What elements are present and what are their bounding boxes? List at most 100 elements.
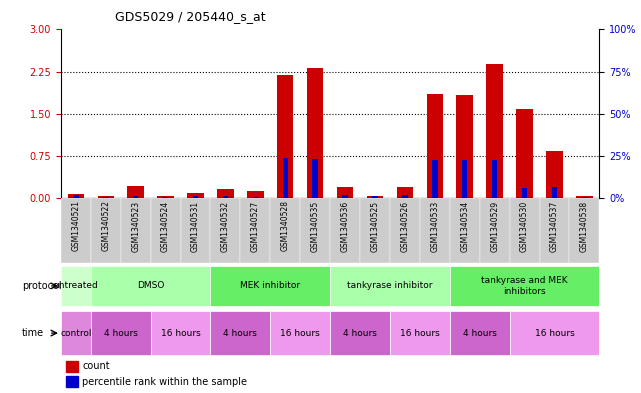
- Text: count: count: [83, 362, 110, 371]
- Text: GSM1340537: GSM1340537: [550, 200, 559, 252]
- Text: GSM1340535: GSM1340535: [311, 200, 320, 252]
- Text: GSM1340532: GSM1340532: [221, 200, 230, 252]
- Bar: [390, 311, 450, 355]
- Bar: [121, 198, 151, 263]
- Bar: [210, 266, 330, 306]
- Text: GSM1340538: GSM1340538: [580, 200, 589, 252]
- Bar: [151, 198, 181, 263]
- Bar: [66, 376, 78, 387]
- Bar: [522, 188, 528, 198]
- Bar: [330, 198, 360, 263]
- Bar: [427, 94, 443, 198]
- Bar: [181, 198, 210, 263]
- Text: GSM1340523: GSM1340523: [131, 200, 140, 252]
- Text: protocol: protocol: [22, 281, 62, 291]
- Bar: [492, 160, 497, 198]
- Bar: [330, 266, 450, 306]
- Bar: [510, 198, 540, 263]
- Bar: [91, 266, 210, 306]
- Bar: [397, 187, 413, 198]
- Bar: [546, 151, 563, 198]
- Text: GSM1340528: GSM1340528: [281, 200, 290, 252]
- Text: 4 hours: 4 hours: [224, 329, 257, 338]
- Text: control: control: [60, 329, 92, 338]
- Bar: [193, 196, 198, 198]
- Bar: [479, 198, 510, 263]
- Bar: [510, 311, 599, 355]
- Text: GSM1340536: GSM1340536: [340, 200, 349, 252]
- Bar: [163, 197, 169, 198]
- Bar: [337, 187, 353, 198]
- Text: MEK inhibitor: MEK inhibitor: [240, 281, 301, 290]
- Bar: [277, 75, 294, 198]
- Bar: [576, 196, 593, 198]
- Bar: [217, 189, 233, 198]
- Bar: [253, 197, 258, 198]
- Bar: [367, 196, 383, 198]
- Bar: [569, 198, 599, 263]
- Bar: [402, 195, 408, 198]
- Text: GSM1340524: GSM1340524: [161, 200, 170, 252]
- Text: tankyrase and MEK
inhibitors: tankyrase and MEK inhibitors: [481, 276, 568, 296]
- Bar: [210, 311, 271, 355]
- Bar: [73, 195, 79, 198]
- Bar: [61, 198, 91, 263]
- Text: GSM1340522: GSM1340522: [101, 200, 110, 252]
- Text: percentile rank within the sample: percentile rank within the sample: [83, 377, 247, 387]
- Bar: [91, 198, 121, 263]
- Bar: [61, 311, 91, 355]
- Text: GSM1340525: GSM1340525: [370, 200, 379, 252]
- Bar: [247, 191, 263, 198]
- Bar: [97, 196, 114, 198]
- Text: tankyrase inhibitor: tankyrase inhibitor: [347, 281, 433, 290]
- Text: 16 hours: 16 hours: [535, 329, 574, 338]
- Text: time: time: [22, 328, 44, 338]
- Text: GSM1340521: GSM1340521: [71, 200, 80, 252]
- Bar: [456, 95, 473, 198]
- Bar: [330, 311, 390, 355]
- Text: 16 hours: 16 hours: [280, 329, 320, 338]
- Bar: [158, 196, 174, 198]
- Text: GSM1340529: GSM1340529: [490, 200, 499, 252]
- Bar: [187, 193, 204, 198]
- Bar: [151, 311, 210, 355]
- Text: GSM1340533: GSM1340533: [430, 200, 439, 252]
- Bar: [450, 266, 599, 306]
- Bar: [517, 110, 533, 198]
- Bar: [552, 187, 557, 198]
- Bar: [61, 266, 91, 306]
- Bar: [342, 195, 348, 198]
- Bar: [283, 158, 288, 198]
- Bar: [581, 197, 587, 198]
- Bar: [450, 198, 479, 263]
- Text: GSM1340526: GSM1340526: [401, 200, 410, 252]
- Text: DMSO: DMSO: [137, 281, 164, 290]
- Bar: [240, 198, 271, 263]
- Bar: [372, 196, 378, 198]
- Bar: [210, 198, 240, 263]
- Text: GSM1340530: GSM1340530: [520, 200, 529, 252]
- Bar: [103, 197, 108, 198]
- Text: 16 hours: 16 hours: [400, 329, 440, 338]
- Text: GDS5029 / 205440_s_at: GDS5029 / 205440_s_at: [115, 10, 266, 23]
- Bar: [222, 196, 228, 198]
- Bar: [271, 198, 300, 263]
- Bar: [487, 64, 503, 198]
- Text: GSM1340527: GSM1340527: [251, 200, 260, 252]
- Bar: [432, 160, 438, 198]
- Bar: [390, 198, 420, 263]
- Bar: [133, 196, 138, 198]
- Bar: [300, 198, 330, 263]
- Bar: [420, 198, 450, 263]
- Text: 4 hours: 4 hours: [463, 329, 497, 338]
- Bar: [450, 311, 510, 355]
- Text: 16 hours: 16 hours: [161, 329, 201, 338]
- Text: untreated: untreated: [53, 281, 98, 290]
- Bar: [360, 198, 390, 263]
- Bar: [66, 361, 78, 372]
- Bar: [68, 194, 84, 198]
- Bar: [271, 311, 330, 355]
- Text: 4 hours: 4 hours: [104, 329, 138, 338]
- Text: 4 hours: 4 hours: [343, 329, 377, 338]
- Bar: [312, 159, 318, 198]
